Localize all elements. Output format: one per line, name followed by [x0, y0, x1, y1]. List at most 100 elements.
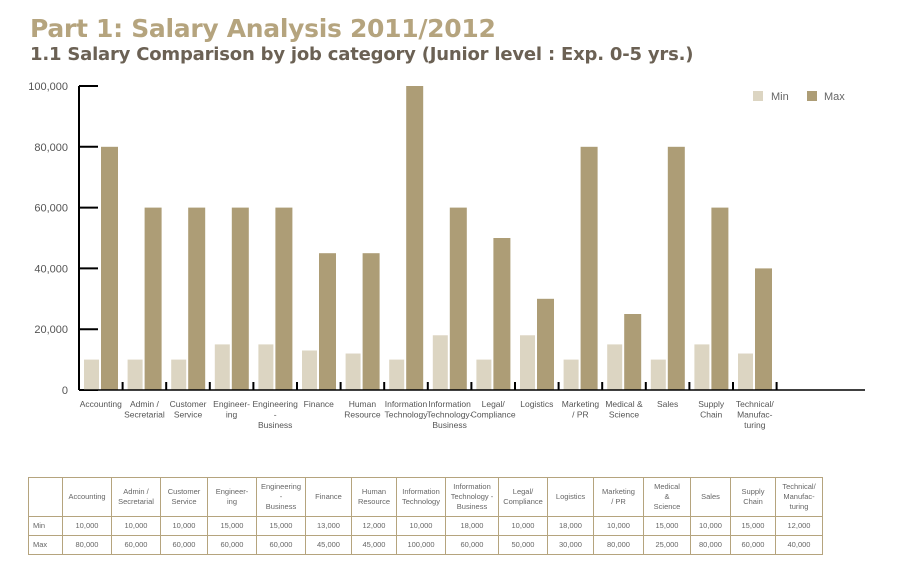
- y-tick-label: 80,000: [34, 142, 68, 154]
- bar-max: [537, 298, 554, 390]
- table-column-header: Customer Service: [160, 477, 208, 517]
- table-cell: 15,000: [730, 516, 776, 536]
- bar-min: [650, 359, 666, 390]
- bar-max: [275, 207, 293, 390]
- table-column-header-line: Marketing: [602, 487, 635, 497]
- table-column-header-line: &: [664, 492, 670, 502]
- page-subtitle: 1.1 Salary Comparison by job category (J…: [30, 44, 694, 65]
- x-category-label: Engineering: [253, 399, 299, 409]
- table-column-header: Sales: [690, 477, 731, 517]
- table-row-label: Max: [28, 535, 63, 555]
- table-column-header: Marketing / PR: [593, 477, 644, 517]
- table-cell: 10,000: [111, 516, 161, 536]
- x-category-label: Customer: [170, 399, 207, 409]
- x-category-label: Chain: [700, 410, 722, 420]
- table-cell: 80,000: [62, 535, 112, 555]
- bar-min: [520, 335, 535, 390]
- table-cell: 25,000: [643, 535, 691, 555]
- x-category-label: -: [274, 410, 277, 420]
- bar-min: [84, 359, 99, 390]
- table-column-header-line: Customer: [167, 487, 201, 497]
- bar-max: [101, 146, 118, 390]
- x-category-label: Sales: [657, 399, 678, 409]
- table-row: Min 10,000 10,000 10,000 15,000 15,000 13,000 1…: [28, 516, 823, 536]
- table-cell: 40,000: [775, 535, 823, 555]
- table-column-header: Legal/Compliance: [498, 477, 548, 517]
- table-cell: 18,000: [547, 516, 594, 536]
- table-cell: 30,000: [547, 535, 594, 555]
- salary-bar-chart: 0 20,000 40,000 60,000 80,000 100,000 Accounti…: [28, 81, 865, 430]
- bar-max: [449, 207, 467, 390]
- table-column-header-line: / PR: [611, 497, 626, 506]
- bar-min: [476, 359, 492, 390]
- table-column-header-line: Admin /: [123, 487, 149, 497]
- x-category-label: Legal/: [482, 399, 506, 409]
- x-category-label: Medical &: [605, 399, 643, 409]
- bar-min: [389, 359, 405, 390]
- table-cell: 12,000: [775, 516, 823, 536]
- bar-min: [738, 353, 753, 390]
- table-cell: 15,000: [643, 516, 691, 536]
- table-column-header: Finance: [305, 477, 352, 517]
- table-column-header-line: Technology -: [450, 492, 494, 502]
- table-column-header-line: Science: [653, 501, 681, 511]
- bar-max: [319, 253, 336, 390]
- table-column-header-line: Supply: [741, 487, 765, 497]
- table-column-header-line: Legal/: [512, 487, 534, 497]
- x-category-label: Admin /: [130, 399, 159, 409]
- table-column-header: Technical/Manufac-turing: [775, 477, 823, 517]
- table-column-header: Supply Chain: [730, 477, 776, 517]
- table-column-header-line: Service: [171, 497, 197, 506]
- table-cell: 60,000: [111, 535, 161, 555]
- table-column-header-line: Secretarial: [118, 497, 154, 506]
- bar-min: [171, 359, 187, 390]
- bar-min: [127, 359, 143, 390]
- table-column-header-line: Finance: [315, 492, 342, 502]
- table-body: Min 10,000 10,000 10,000 15,000 15,000 13,000 1…: [28, 516, 823, 555]
- bar-max: [231, 207, 249, 390]
- table-cell: 13,000: [305, 516, 352, 536]
- table-cell: 60,000: [730, 535, 776, 555]
- table-column-header-line: Business: [456, 501, 488, 511]
- table-cell: 100,000: [396, 535, 446, 555]
- bar-max: [580, 146, 598, 390]
- table-column-header-line: -: [279, 492, 283, 502]
- x-category-label: Manufac-: [737, 410, 773, 420]
- x-category-label: Engineer-: [213, 399, 250, 409]
- x-category-label: Finance: [304, 399, 335, 409]
- table-column-header-line: Technical/: [782, 482, 816, 492]
- table-column-header: Admin / Secretarial: [111, 477, 161, 517]
- x-category-label: Service: [174, 410, 203, 420]
- y-tick-label: 20,000: [34, 324, 68, 336]
- x-category-label: Business: [258, 420, 293, 430]
- y-tick-label: 100,000: [28, 81, 68, 93]
- bar-max: [624, 314, 642, 390]
- table-column-header-line: Human: [361, 487, 387, 497]
- table-column-header-line: Engineer-: [215, 487, 249, 497]
- table-cell: 60,000: [207, 535, 257, 555]
- table-cell: 10,000: [498, 516, 548, 536]
- table-column-header: Engineering - Business: [256, 477, 306, 517]
- table-column-header-line: Accounting: [68, 492, 106, 502]
- x-category-label: / PR: [572, 410, 589, 420]
- table-column-header-line: Business: [265, 501, 297, 511]
- table-column-header-line: Resource: [357, 497, 391, 506]
- x-category-label: Technology: [384, 410, 428, 420]
- x-category-label: Technical/: [736, 399, 774, 409]
- x-category-label: Information: [428, 399, 471, 409]
- table-cell: 60,000: [160, 535, 208, 555]
- table-cell: 15,000: [256, 516, 306, 536]
- table-column-header: Engineer-ing: [207, 477, 257, 517]
- y-tick-label: 60,000: [34, 203, 68, 215]
- table-column-header-line: Chain: [743, 497, 763, 506]
- bar-min: [258, 344, 274, 390]
- table-column-header-line: Engineering: [260, 482, 302, 492]
- y-tick-label: 0: [62, 385, 68, 397]
- table-cell: 10,000: [690, 516, 731, 536]
- bar-min: [694, 344, 710, 390]
- bar-max: [144, 207, 162, 390]
- salary-data-table: Accounting Admin / Secretarial Customer Serv…: [28, 477, 823, 555]
- page-title: Part 1: Salary Analysis 2011/2012: [30, 14, 496, 43]
- table-column-header-line: Information: [453, 482, 491, 492]
- table-column-header: Logistics: [547, 477, 594, 517]
